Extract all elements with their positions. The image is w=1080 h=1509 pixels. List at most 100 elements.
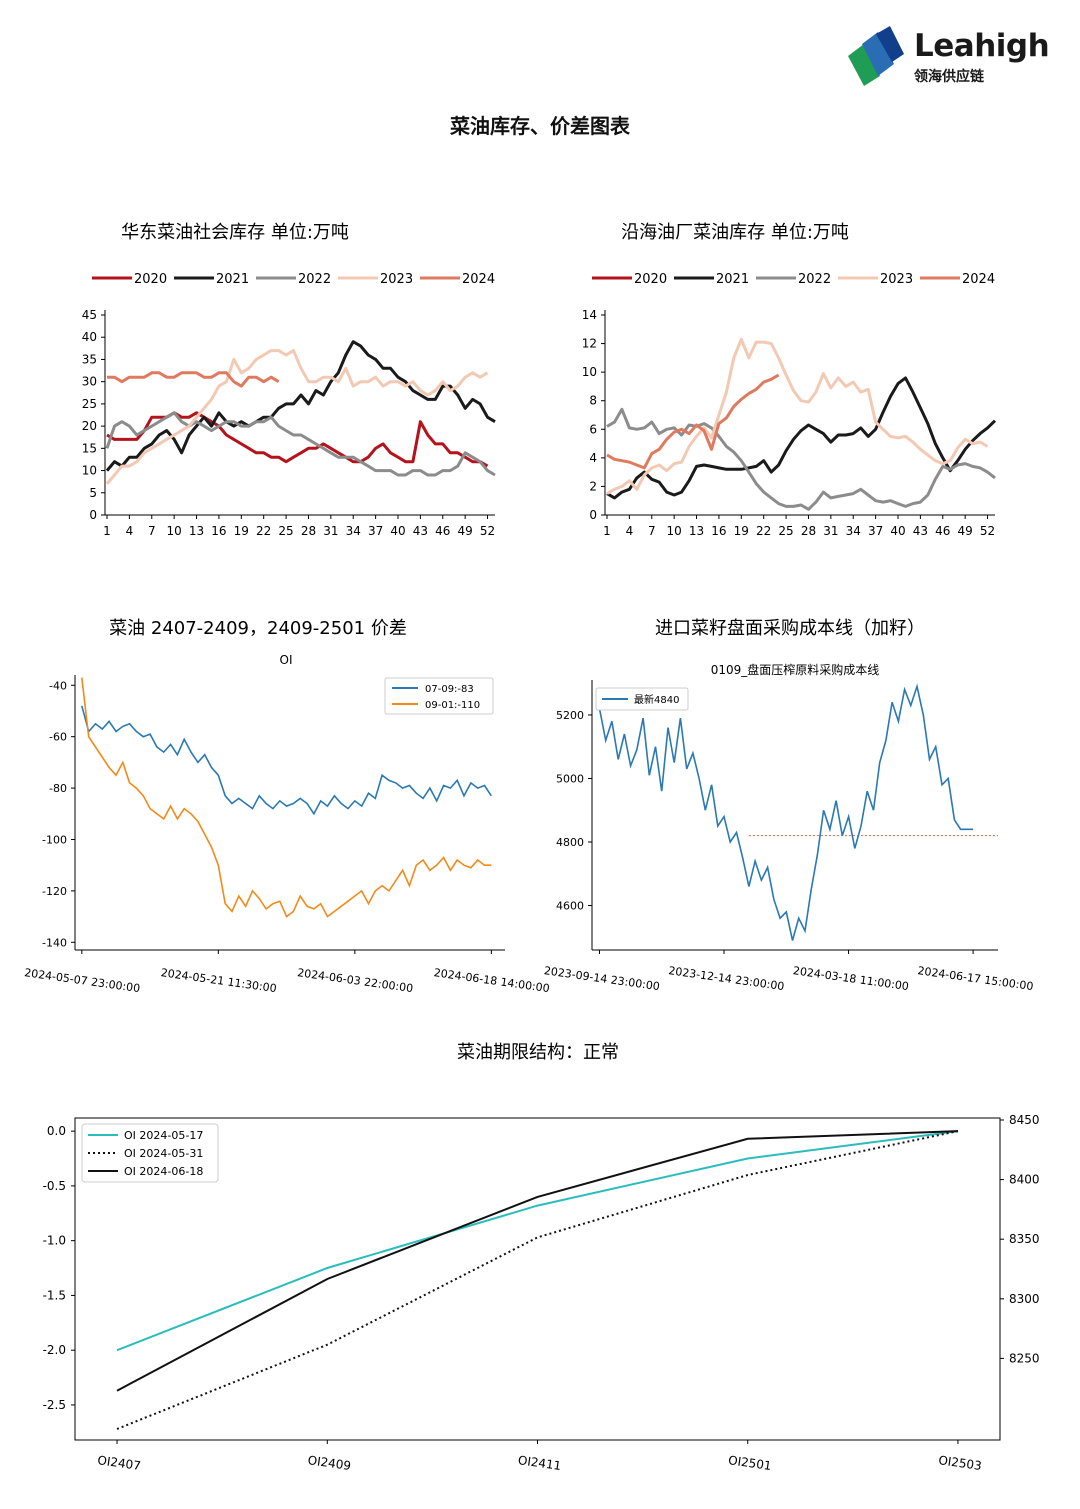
x-tick-label: 34 xyxy=(346,524,361,538)
y-tick-label: 40 xyxy=(82,330,97,344)
leahigh-mark-icon xyxy=(848,26,904,86)
chart-subtitle: 0109_盘面压榨原料采购成本线 xyxy=(711,662,880,677)
x-tick-label: OI2503 xyxy=(938,1453,983,1473)
series-line-1 xyxy=(116,1130,959,1430)
x-tick-label: 49 xyxy=(458,524,473,538)
x-tick-label: 31 xyxy=(823,524,838,538)
legend-box xyxy=(81,1123,219,1183)
legend-label-1: 09-01:-110 xyxy=(425,700,480,711)
chart-title: 华东菜油社会库存 单位:万吨 xyxy=(121,222,349,243)
legend-label-0: OI 2024-05-17 xyxy=(124,1129,203,1142)
y-tick-label: 4600 xyxy=(556,900,584,913)
x-tick-label: 13 xyxy=(189,524,204,538)
series-line-2022 xyxy=(105,411,496,477)
x-tick-label: 16 xyxy=(211,524,226,538)
y-tick-label: 10 xyxy=(582,365,597,379)
y-tick-label: 35 xyxy=(82,352,97,366)
x-tick-label: 1 xyxy=(603,524,611,538)
y2-tick-label: 8400 xyxy=(1009,1173,1040,1187)
series-line-09-01:-110 xyxy=(81,677,492,918)
legend-label-2024: 2024 xyxy=(962,272,995,287)
x-tick-label: 2024-05-07 23:00:00 xyxy=(23,966,141,995)
legend-label-1: OI 2024-05-31 xyxy=(124,1147,203,1160)
x-tick-label: 49 xyxy=(958,524,973,538)
legend-box xyxy=(595,687,689,711)
x-tick-label: OI2407 xyxy=(97,1453,142,1473)
y-tick-label: 5200 xyxy=(556,709,584,722)
x-tick-label: 22 xyxy=(256,524,271,538)
y2-tick-label: 8350 xyxy=(1009,1232,1040,1246)
y-tick-label: -2.0 xyxy=(43,1343,66,1357)
y-tick-label: 5000 xyxy=(556,772,584,785)
y-tick-label: 4800 xyxy=(556,836,584,849)
y-tick-label: 0 xyxy=(89,508,97,522)
y-tick-label: 5 xyxy=(89,486,97,500)
y-tick-label: -80 xyxy=(49,782,67,795)
x-tick-label: 2023-12-14 23:00:00 xyxy=(668,964,786,993)
x-tick-label: 16 xyxy=(711,524,726,538)
page-title: 菜油库存、价差图表 xyxy=(450,114,630,138)
y-tick-label: 25 xyxy=(82,397,97,411)
x-tick-label: 22 xyxy=(756,524,771,538)
y-tick-label: -40 xyxy=(49,679,67,692)
x-tick-label: 43 xyxy=(413,524,428,538)
legend-label-2021: 2021 xyxy=(716,272,749,287)
import-cost-chart: 进口菜籽盘面采购成本线（加籽） 0109_盘面压榨原料采购成本线 4600 4800 5… xyxy=(543,618,1035,993)
x-tick-label: 2024-06-17 15:00:00 xyxy=(917,964,1035,993)
term-structure-chart: 菜油期限结构：正常 0.0 -0.5 -1.0 -1.5 -2.0 -2.5 8450 8400… xyxy=(43,1042,1040,1473)
series-line-07-09:-83 xyxy=(81,705,492,816)
x-tick-label: 46 xyxy=(435,524,450,538)
x-tick-label: 4 xyxy=(126,524,134,538)
x-tick-label: OI2409 xyxy=(307,1453,352,1473)
x-tick-label: 10 xyxy=(667,524,682,538)
legend-label-2023: 2023 xyxy=(380,272,413,287)
x-tick-label: 40 xyxy=(390,524,405,538)
series-line-0 xyxy=(116,1130,959,1352)
x-tick-label: 37 xyxy=(868,524,883,538)
series-line-latest xyxy=(598,683,974,941)
x-tick-label: 10 xyxy=(167,524,182,538)
brand-subtitle: 领海供应链 xyxy=(914,69,984,85)
y-tick-label: 0 xyxy=(589,508,597,522)
chart-title: 进口菜籽盘面采购成本线（加籽） xyxy=(655,618,925,639)
x-tick-label: 1 xyxy=(103,524,111,538)
chart-title: 沿海油厂菜油库存 单位:万吨 xyxy=(621,222,849,243)
x-tick-label: 28 xyxy=(301,524,316,538)
y-tick-label: -1.5 xyxy=(43,1288,66,1302)
legend-label-2021: 2021 xyxy=(216,272,249,287)
series-line-2023 xyxy=(105,349,489,485)
legend-label-2022: 2022 xyxy=(798,272,831,287)
legend-label-2023: 2023 xyxy=(880,272,913,287)
legend-label-2: OI 2024-06-18 xyxy=(124,1165,203,1178)
y-tick-label: 45 xyxy=(82,308,97,322)
brand-name: Leahigh xyxy=(914,28,1050,64)
y-tick-label: 2 xyxy=(589,479,597,493)
y-tick-label: -120 xyxy=(42,885,67,898)
x-tick-label: 19 xyxy=(234,524,249,538)
x-tick-label: 2023-09-14 23:00:00 xyxy=(543,964,661,993)
y-tick-label: -0.5 xyxy=(43,1179,66,1193)
x-tick-label: OI2411 xyxy=(517,1453,562,1473)
y-tick-label: -60 xyxy=(49,731,67,744)
brand-logo: Leahigh 领海供应链 xyxy=(840,26,1060,96)
y-tick-label: 15 xyxy=(82,441,97,455)
x-tick-label: 25 xyxy=(778,524,793,538)
legend-label: 最新4840 xyxy=(634,693,679,706)
x-tick-label: 19 xyxy=(734,524,749,538)
x-tick-label: 2024-05-21 11:30:00 xyxy=(160,966,278,995)
series-line-2023 xyxy=(606,337,989,495)
y2-tick-label: 8450 xyxy=(1009,1113,1040,1127)
series-line-2024 xyxy=(107,371,280,388)
x-tick-label: 43 xyxy=(913,524,928,538)
x-tick-label: 2024-03-18 11:00:00 xyxy=(792,964,910,993)
legend-label-2024: 2024 xyxy=(462,272,495,287)
y-tick-label: -140 xyxy=(42,936,67,949)
legend-label-2022: 2022 xyxy=(298,272,331,287)
legend-label-2020: 2020 xyxy=(634,272,667,287)
x-tick-label: 52 xyxy=(480,524,495,538)
x-tick-label: 46 xyxy=(935,524,950,538)
x-tick-label: 37 xyxy=(368,524,383,538)
